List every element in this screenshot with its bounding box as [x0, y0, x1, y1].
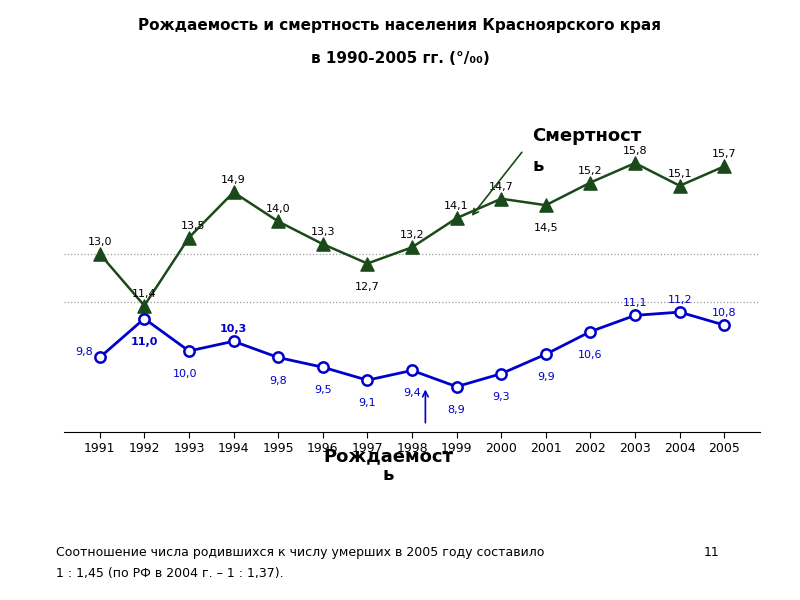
Text: 9,1: 9,1 — [358, 398, 376, 408]
Text: 1 : 1,45 (по РФ в 2004 г. – 1 : 1,37).: 1 : 1,45 (по РФ в 2004 г. – 1 : 1,37). — [56, 567, 284, 580]
Point — [674, 307, 686, 317]
Text: 15,7: 15,7 — [712, 149, 737, 160]
Text: в 1990-2005 гг. (°/₀₀): в 1990-2005 гг. (°/₀₀) — [310, 51, 490, 66]
Text: 14,1: 14,1 — [444, 201, 469, 211]
Text: 9,4: 9,4 — [403, 388, 421, 398]
Text: Соотношение числа родившихся к числу умерших в 2005 году составило: Соотношение числа родившихся к числу уме… — [56, 546, 544, 559]
Point — [629, 158, 642, 168]
Point — [718, 161, 730, 171]
Text: 15,1: 15,1 — [667, 169, 692, 179]
Text: 9,3: 9,3 — [493, 392, 510, 402]
Point — [584, 178, 597, 187]
Text: 11,4: 11,4 — [132, 289, 157, 299]
Text: 14,7: 14,7 — [489, 182, 514, 192]
Text: 10,8: 10,8 — [712, 308, 737, 318]
Text: ь: ь — [533, 157, 544, 175]
Text: 12,7: 12,7 — [355, 281, 380, 292]
Text: 14,5: 14,5 — [534, 223, 558, 233]
Point — [718, 320, 730, 330]
Text: ь: ь — [382, 466, 394, 484]
Text: 15,2: 15,2 — [578, 166, 602, 176]
Text: 9,5: 9,5 — [314, 385, 331, 395]
Point — [450, 382, 463, 391]
Point — [495, 369, 508, 379]
Text: 11,2: 11,2 — [667, 295, 692, 305]
Point — [584, 327, 597, 337]
Point — [138, 301, 150, 310]
Point — [361, 376, 374, 385]
Point — [94, 249, 106, 259]
Point — [450, 214, 463, 223]
Point — [94, 353, 106, 362]
Text: 14,0: 14,0 — [266, 205, 290, 214]
Point — [629, 311, 642, 320]
Point — [406, 242, 418, 252]
Text: Рождаемост: Рождаемост — [323, 447, 453, 465]
Text: 13,0: 13,0 — [87, 237, 112, 247]
Point — [361, 259, 374, 268]
Text: 9,8: 9,8 — [75, 347, 93, 358]
Text: 11,1: 11,1 — [623, 298, 647, 308]
Point — [539, 200, 552, 210]
Text: 10,6: 10,6 — [578, 350, 602, 359]
Point — [182, 233, 195, 242]
Point — [138, 314, 150, 323]
Text: 11,0: 11,0 — [130, 337, 158, 347]
Text: 13,3: 13,3 — [310, 227, 335, 237]
Text: 13,2: 13,2 — [400, 230, 424, 241]
Point — [182, 346, 195, 356]
Point — [272, 353, 285, 362]
Text: 11: 11 — [704, 546, 720, 559]
Text: Смертност: Смертност — [533, 127, 642, 145]
Text: 10,3: 10,3 — [220, 325, 247, 334]
Point — [227, 187, 240, 197]
Text: 9,9: 9,9 — [537, 372, 554, 382]
Text: Рождаемость и смертность населения Красноярского края: Рождаемость и смертность населения Красн… — [138, 18, 662, 33]
Text: 15,8: 15,8 — [622, 146, 647, 156]
Point — [539, 349, 552, 359]
Text: 13,5: 13,5 — [181, 221, 206, 230]
Point — [227, 337, 240, 346]
Text: 10,0: 10,0 — [173, 369, 197, 379]
Point — [316, 239, 329, 249]
Point — [674, 181, 686, 191]
Point — [272, 217, 285, 226]
Point — [406, 365, 418, 375]
Text: 14,9: 14,9 — [221, 175, 246, 185]
Point — [316, 362, 329, 372]
Text: 8,9: 8,9 — [448, 404, 466, 415]
Point — [495, 194, 508, 203]
Text: 9,8: 9,8 — [270, 376, 287, 386]
